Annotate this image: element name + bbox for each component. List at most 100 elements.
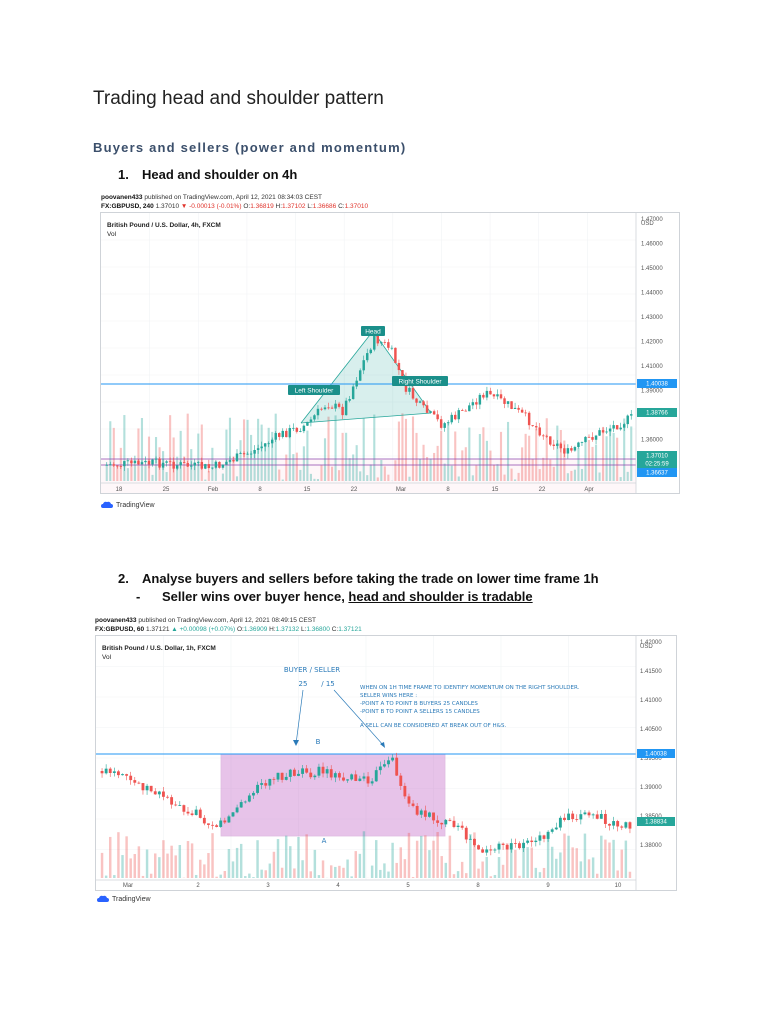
candle-body xyxy=(563,817,566,821)
candle-body xyxy=(126,460,130,462)
candle-body xyxy=(425,405,429,413)
candle-body xyxy=(270,439,274,444)
candle-body xyxy=(165,461,168,463)
candle-body xyxy=(355,380,358,387)
volume-bar xyxy=(501,864,505,878)
candle-body xyxy=(429,411,432,413)
ohlc-open: 1.36819 xyxy=(250,203,274,210)
volume-bar xyxy=(595,873,599,878)
candle-body xyxy=(450,414,453,423)
candle-body xyxy=(323,407,327,410)
volume-bar xyxy=(317,875,321,878)
volume-bar xyxy=(281,479,284,481)
chart1-svg: British Pound / U.S. Dollar, 4h, FXCM Vo… xyxy=(101,213,677,493)
x-tick-label: Mar xyxy=(396,487,406,493)
volume-bar xyxy=(109,421,112,481)
candle-body xyxy=(215,825,219,827)
buyer-count: 25 xyxy=(299,680,308,688)
candle-body xyxy=(348,399,351,401)
candle-body xyxy=(358,370,362,381)
candle-body xyxy=(546,831,550,839)
candle-body xyxy=(563,448,566,454)
volume-bar xyxy=(197,433,200,481)
tradingview-logo-1[interactable]: TradingView xyxy=(101,501,155,509)
candle-body xyxy=(374,770,378,782)
candle-body xyxy=(313,775,317,778)
volume-bar xyxy=(612,839,615,878)
candle-body xyxy=(391,757,395,761)
volume-bar xyxy=(478,434,481,481)
volume-bar xyxy=(555,858,558,878)
candle-body xyxy=(401,370,404,377)
candle-body xyxy=(415,805,419,815)
volume-bar xyxy=(469,834,472,878)
volume-bar xyxy=(362,418,365,481)
left-shoulder-label: Left Shoulder xyxy=(295,388,335,395)
candle-body xyxy=(166,796,169,798)
candle-body xyxy=(211,467,214,469)
volume-bar xyxy=(489,876,493,878)
candle-body xyxy=(620,826,624,828)
candle-body xyxy=(501,843,505,845)
candle-body xyxy=(460,825,464,828)
chart2-container[interactable]: British Pound / U.S. Dollar, 1h, FXCM Vo… xyxy=(95,635,677,891)
chart2-candles xyxy=(100,752,632,856)
pattern-triangle xyxy=(301,331,431,423)
bullet-dash: - xyxy=(136,589,141,604)
volume-bar xyxy=(444,862,448,878)
y-tick-label: 1.41000 xyxy=(640,698,662,704)
candle-body xyxy=(628,822,632,829)
volume-bar xyxy=(584,440,587,481)
candle-body xyxy=(317,766,321,776)
candle-body xyxy=(591,437,594,440)
candle-body xyxy=(158,458,161,468)
candle-body xyxy=(235,807,239,813)
candle-body xyxy=(403,785,407,797)
candle-body xyxy=(427,812,431,817)
volume-bar xyxy=(355,445,358,481)
candle-body xyxy=(369,349,372,354)
candle-body xyxy=(301,768,305,774)
candle-body xyxy=(337,403,341,407)
volume-bar xyxy=(354,851,357,878)
candle-body xyxy=(292,769,296,776)
x-tick-label: 8 xyxy=(476,883,480,889)
candle-body xyxy=(595,814,599,819)
volume-bar xyxy=(239,843,243,878)
volume-bar xyxy=(556,425,559,481)
candle-body xyxy=(382,764,386,767)
candle-body xyxy=(485,849,489,853)
candle-body xyxy=(395,757,399,776)
volume-bar xyxy=(598,472,601,481)
candle-body xyxy=(342,777,345,781)
chart2-ticker-line: FX:GBPUSD, 60 1.37121 ▲ +0.00098 (+0.07%… xyxy=(95,626,362,634)
candle-body xyxy=(231,812,235,817)
volume-bar xyxy=(366,475,369,481)
volume-bar xyxy=(117,832,120,878)
badge-level: 1.40038 xyxy=(645,752,667,758)
y-tick-label: 1.36000 xyxy=(641,438,663,444)
volume-bar xyxy=(271,431,274,481)
candle-body xyxy=(186,463,189,467)
candle-body xyxy=(630,414,633,416)
chart1-container[interactable]: British Pound / U.S. Dollar, 4h, FXCM Vo… xyxy=(100,212,680,494)
volume-bar xyxy=(268,863,272,878)
volume-bar xyxy=(628,871,632,878)
volume-bar xyxy=(415,840,419,878)
volume-bar xyxy=(194,874,198,878)
volume-bar xyxy=(373,414,376,481)
candle-body xyxy=(182,805,186,812)
tradingview-logo-2[interactable]: TradingView xyxy=(97,895,151,903)
volume-bar xyxy=(342,867,345,878)
volume-bar xyxy=(408,476,411,481)
candle-body xyxy=(626,415,629,425)
candle-body xyxy=(608,823,611,826)
volume-bar xyxy=(573,469,576,481)
volume-bar xyxy=(133,465,136,481)
tradingview-label: TradingView xyxy=(116,501,155,509)
volume-bar xyxy=(379,869,382,878)
candle-body xyxy=(354,774,358,781)
candle-body xyxy=(380,342,383,344)
candle-body xyxy=(624,822,628,828)
volume-bar xyxy=(358,853,362,878)
